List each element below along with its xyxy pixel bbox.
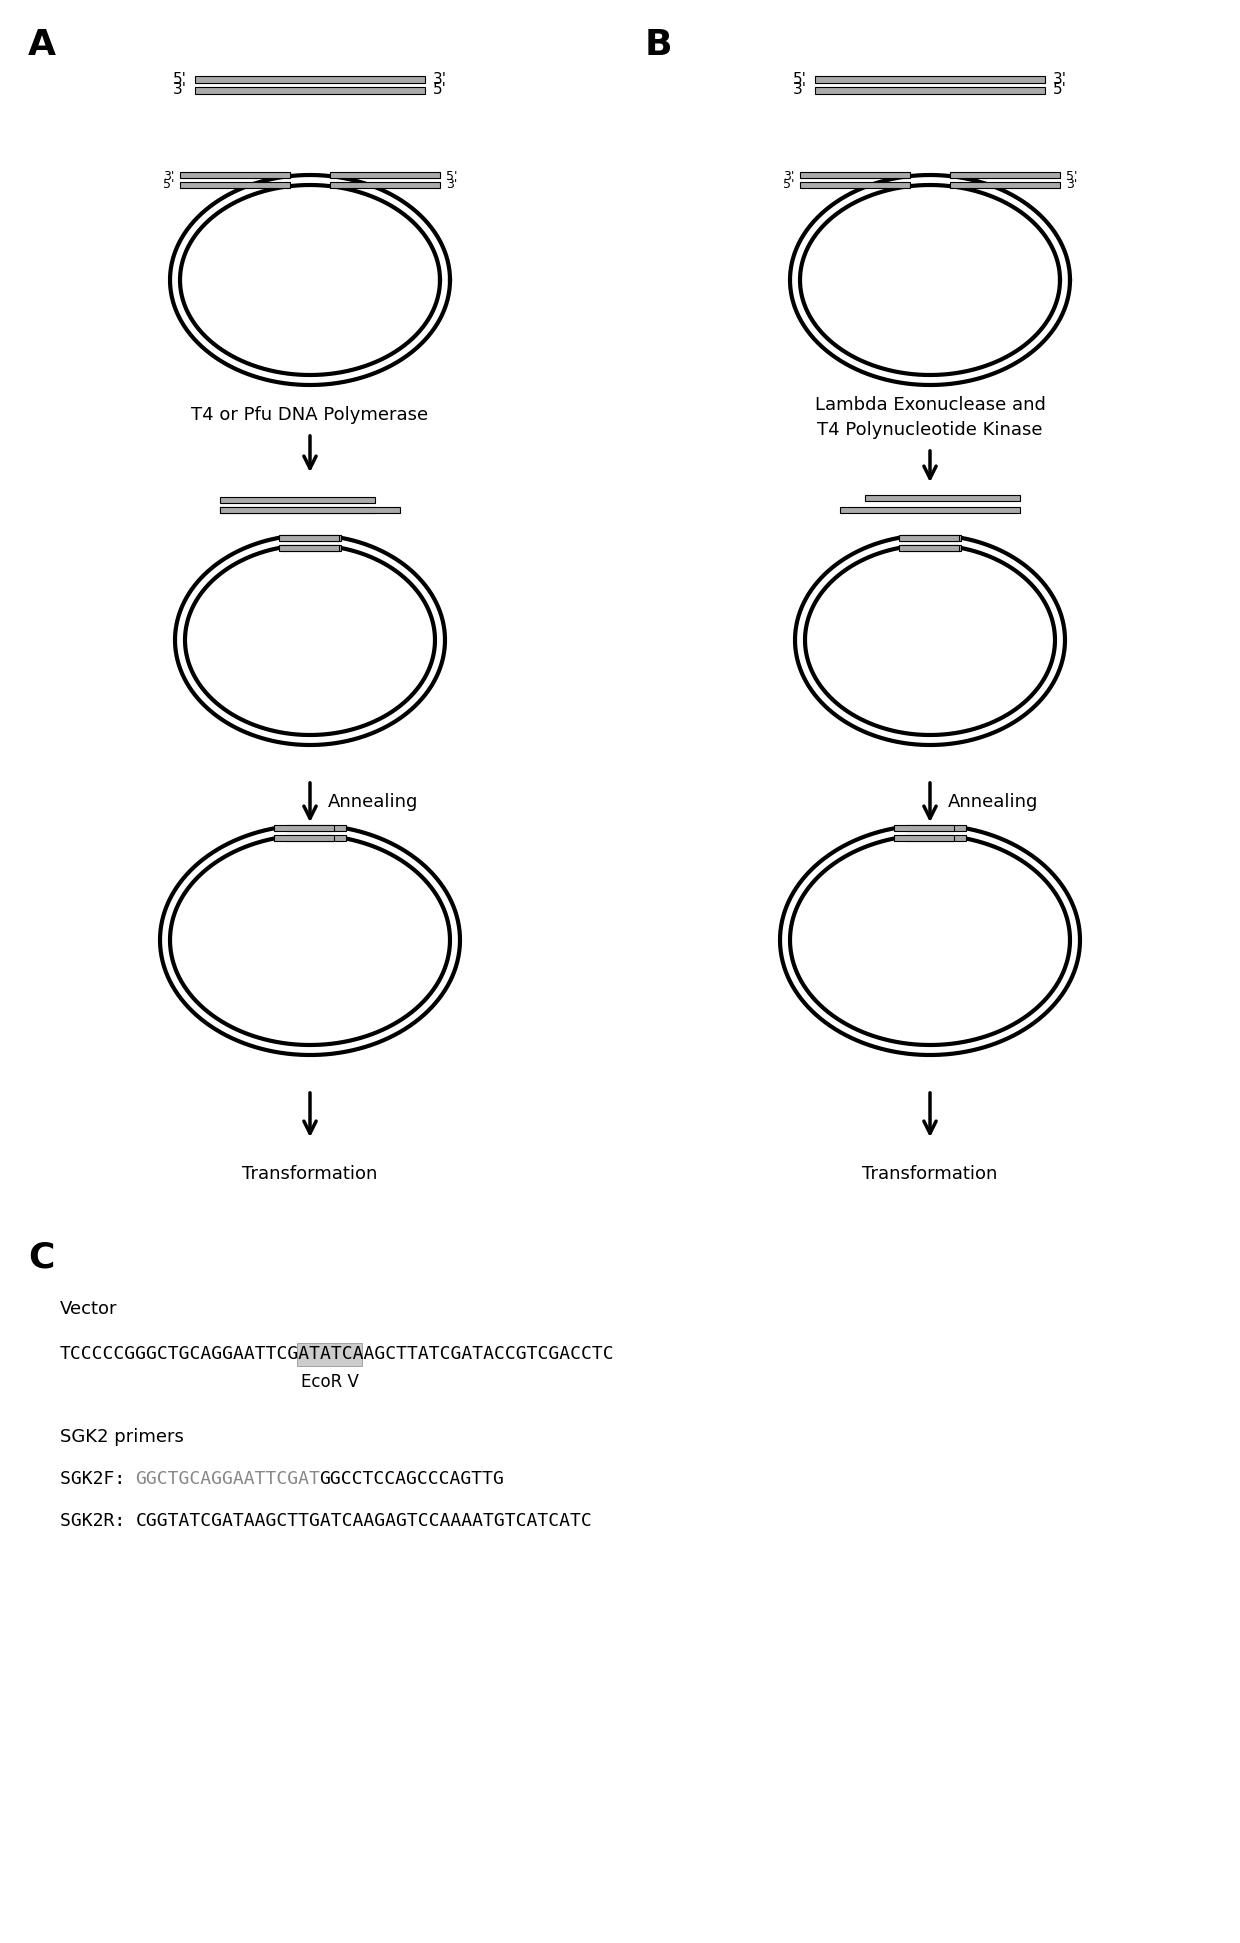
Bar <box>800 173 910 179</box>
Text: 3': 3' <box>1066 177 1078 190</box>
Text: 3': 3' <box>174 82 187 97</box>
Text: A: A <box>29 27 56 62</box>
Bar <box>839 507 1021 513</box>
Bar <box>894 835 954 841</box>
Bar <box>279 544 339 552</box>
Text: Lambda Exonuclease and: Lambda Exonuclease and <box>815 396 1045 414</box>
Bar <box>279 534 339 540</box>
Text: Transformation: Transformation <box>862 1166 998 1183</box>
Text: SGK2F:: SGK2F: <box>60 1471 136 1488</box>
Bar <box>195 76 425 84</box>
Bar <box>286 835 346 841</box>
Bar <box>800 183 910 188</box>
Text: 3': 3' <box>162 169 174 183</box>
Text: T4 Polynucleotide Kinase: T4 Polynucleotide Kinase <box>817 422 1043 439</box>
Text: 5': 5' <box>433 82 446 97</box>
Text: TCCCCCGGGCTGCAGGAATTCGATATCAAGCTTATCGATACCGTCGACCTC: TCCCCCGGGCTGCAGGAATTCGATATCAAGCTTATCGATA… <box>60 1345 615 1362</box>
Text: 3': 3' <box>1053 72 1066 87</box>
Bar <box>219 497 374 503</box>
Text: 3': 3' <box>794 82 807 97</box>
Text: Annealing: Annealing <box>949 793 1038 810</box>
Text: 5': 5' <box>1066 169 1078 183</box>
Bar <box>901 544 961 552</box>
Bar <box>901 534 961 540</box>
Bar <box>195 87 425 93</box>
Bar <box>180 173 290 179</box>
Text: 5': 5' <box>174 72 187 87</box>
Text: 5': 5' <box>1053 82 1066 97</box>
Bar <box>815 76 1045 84</box>
Bar <box>219 507 401 513</box>
Text: Transformation: Transformation <box>242 1166 378 1183</box>
Bar <box>899 544 959 552</box>
Text: SGK2R:: SGK2R: <box>60 1512 136 1531</box>
Bar <box>281 544 341 552</box>
Bar <box>274 835 334 841</box>
Text: GGCTGCAGGAATTCGAT: GGCTGCAGGAATTCGAT <box>135 1471 320 1488</box>
Text: 5': 5' <box>782 177 794 190</box>
Text: 3': 3' <box>446 177 458 190</box>
Bar <box>906 824 966 830</box>
Bar <box>950 173 1060 179</box>
Text: 3': 3' <box>433 72 446 87</box>
Bar <box>219 507 374 513</box>
Bar <box>296 1343 362 1366</box>
Bar <box>274 824 334 830</box>
Text: 5': 5' <box>794 72 807 87</box>
Text: T4 or Pfu DNA Polymerase: T4 or Pfu DNA Polymerase <box>191 406 429 424</box>
Text: GGCCTCCAGCCCAGTTG: GGCCTCCAGCCCAGTTG <box>319 1471 505 1488</box>
Bar <box>906 835 966 841</box>
Text: 3': 3' <box>782 169 794 183</box>
Bar <box>815 87 1045 93</box>
Bar <box>950 183 1060 188</box>
Text: 5': 5' <box>162 177 174 190</box>
Text: Annealing: Annealing <box>329 793 418 810</box>
Bar <box>330 183 440 188</box>
Text: C: C <box>29 1240 55 1275</box>
Text: Vector: Vector <box>60 1300 118 1317</box>
Bar <box>286 824 346 830</box>
Text: SGK2 primers: SGK2 primers <box>60 1428 184 1446</box>
Text: CGGTATCGATAAGCTTGATCAAGAGTCCAAAATGTCATCATC: CGGTATCGATAAGCTTGATCAAGAGTCCAAAATGTCATCA… <box>135 1512 593 1531</box>
Text: 5': 5' <box>446 169 458 183</box>
Bar <box>866 495 1021 501</box>
Text: EcoR V: EcoR V <box>301 1374 358 1391</box>
Bar <box>330 173 440 179</box>
Text: B: B <box>645 27 672 62</box>
Bar <box>180 183 290 188</box>
Bar <box>899 534 959 540</box>
Bar <box>281 534 341 540</box>
Bar <box>894 824 954 830</box>
